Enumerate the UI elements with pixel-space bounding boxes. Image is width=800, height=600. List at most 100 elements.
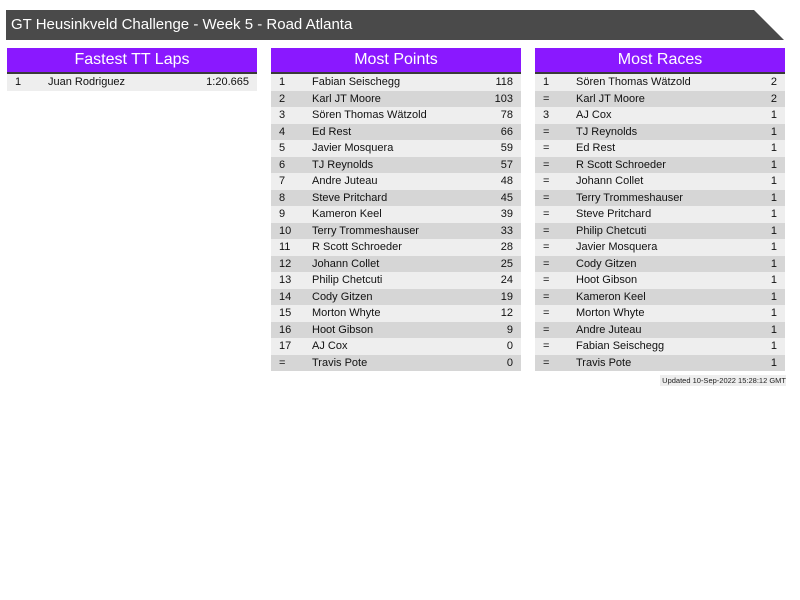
driver-name-cell: Steve Pritchard — [576, 208, 652, 220]
rank-cell: 11 — [279, 241, 291, 253]
driver-name-cell: Fabian Seischegg — [312, 76, 401, 88]
driver-name-cell: Fabian Seischegg — [576, 340, 665, 352]
leaderboard-table: 1 Juan Rodriguez 1:20.665 — [7, 74, 257, 91]
table-row: = Cody Gitzen 1 — [535, 255, 785, 272]
table-row: 15 Morton Whyte 12 — [271, 305, 521, 322]
value-cell: 39 — [500, 208, 513, 220]
table-row: 9 Kameron Keel 39 — [271, 206, 521, 223]
table-row: = Johann Collet 1 — [535, 173, 785, 190]
most-races-panel: Most Races 1 Sören Thomas Wätzold 2 = Karl J… — [535, 48, 785, 371]
driver-name-cell: Philip Chetcuti — [312, 274, 383, 286]
driver-name-cell: Morton Whyte — [312, 307, 381, 319]
value-cell: 1 — [770, 208, 777, 220]
rank-cell: = — [543, 224, 550, 237]
driver-name-cell: AJ Cox — [312, 340, 348, 352]
driver-name-cell: Steve Pritchard — [312, 191, 388, 204]
table-row: 3 Sören Thomas Wätzold 78 — [271, 107, 521, 124]
driver-name-cell: Philip Chetcuti — [576, 224, 647, 237]
rank-cell: 7 — [279, 175, 286, 187]
value-cell: 9 — [506, 323, 513, 336]
rank-cell: 14 — [279, 290, 292, 303]
table-row: 6 TJ Reynolds 57 — [271, 156, 521, 173]
value-cell: 1 — [770, 290, 777, 303]
value-cell: 1 — [770, 340, 777, 352]
driver-name-cell: Juan Rodriguez — [48, 76, 126, 88]
table-row: 4 Ed Rest 66 — [271, 123, 521, 140]
rank-cell: = — [543, 307, 550, 319]
table-row: 12 Johann Collet 25 — [271, 255, 521, 272]
table-row: 1 Sören Thomas Wätzold 2 — [535, 74, 785, 91]
value-cell: 57 — [500, 158, 513, 171]
table-row: = TJ Reynolds 1 — [535, 123, 785, 140]
table-row: 11 R Scott Schroeder 28 — [271, 239, 521, 256]
updated-timestamp: Updated 10-Sep-2022 15:28:12 GMT — [660, 375, 786, 386]
value-cell: 19 — [500, 290, 513, 303]
driver-name-cell: TJ Reynolds — [312, 158, 374, 171]
value-cell: 48 — [500, 175, 513, 187]
value-cell: 1 — [770, 158, 777, 171]
rank-cell: 3 — [543, 109, 550, 121]
driver-name-cell: Sören Thomas Wätzold — [576, 76, 691, 88]
driver-name-cell: Terry Trommeshauser — [312, 224, 419, 237]
table-row: = Javier Mosquera 1 — [535, 239, 785, 256]
rank-cell: 8 — [279, 191, 286, 204]
panel-title: Most Races — [535, 48, 785, 74]
driver-name-cell: Morton Whyte — [576, 307, 645, 319]
value-cell: 118 — [495, 76, 513, 88]
value-cell: 1 — [770, 142, 777, 154]
driver-name-cell: Javier Mosquera — [576, 241, 658, 253]
rank-cell: = — [543, 158, 550, 171]
rank-cell: 16 — [279, 323, 292, 336]
rank-cell: = — [543, 323, 550, 336]
page-header: GT Heusinkveld Challenge - Week 5 - Road… — [6, 10, 784, 40]
value-cell: 1 — [770, 323, 777, 336]
driver-name-cell: Travis Pote — [312, 356, 368, 369]
table-row: = Travis Pote 0 — [271, 354, 521, 371]
table-row: 13 Philip Chetcuti 24 — [271, 272, 521, 289]
driver-name-cell: R Scott Schroeder — [576, 158, 666, 171]
value-cell: 28 — [500, 241, 513, 253]
driver-name-cell: Cody Gitzen — [576, 257, 637, 270]
value-cell: 45 — [500, 191, 513, 204]
rank-cell: = — [543, 142, 550, 154]
rank-cell: 3 — [279, 109, 286, 121]
value-cell: 2 — [770, 76, 777, 88]
value-cell: 103 — [494, 92, 513, 105]
value-cell: 2 — [770, 92, 777, 105]
driver-name-cell: Johann Collet — [312, 257, 380, 270]
driver-name-cell: Ed Rest — [576, 142, 616, 154]
table-row: = Fabian Seischegg 1 — [535, 338, 785, 355]
rank-cell: = — [543, 257, 550, 270]
table-row: 1 Fabian Seischegg 118 — [271, 74, 521, 91]
driver-name-cell: Johann Collet — [576, 175, 644, 187]
rank-cell: 1 — [543, 76, 550, 88]
value-cell: 1 — [770, 274, 777, 286]
rank-cell: 13 — [279, 274, 292, 286]
driver-name-cell: Ed Rest — [312, 125, 352, 138]
rank-cell: 12 — [279, 257, 292, 270]
panel-title: Fastest TT Laps — [7, 48, 257, 74]
driver-name-cell: Travis Pote — [576, 356, 632, 369]
rank-cell: 6 — [279, 158, 286, 171]
value-cell: 1 — [770, 241, 777, 253]
table-row: = Travis Pote 1 — [535, 354, 785, 371]
table-row: = Philip Chetcuti 1 — [535, 222, 785, 239]
rank-cell: 15 — [279, 307, 292, 319]
rank-cell: 1 — [279, 76, 286, 88]
table-row: 5 Javier Mosquera 59 — [271, 140, 521, 157]
value-cell: 0 — [506, 340, 513, 352]
rank-cell: = — [543, 290, 550, 303]
panel-title: Most Points — [271, 48, 521, 74]
table-row: 1 Juan Rodriguez 1:20.665 — [7, 74, 257, 91]
table-row: = Kameron Keel 1 — [535, 288, 785, 305]
rank-cell: = — [543, 356, 550, 369]
table-row: = Hoot Gibson 1 — [535, 272, 785, 289]
driver-name-cell: Hoot Gibson — [576, 274, 638, 286]
rank-cell: = — [279, 356, 286, 369]
leaderboard-table: 1 Fabian Seischegg 118 2 Karl JT Moore 103 3 Sö… — [271, 74, 521, 371]
table-row: = Steve Pritchard 1 — [535, 206, 785, 223]
rank-cell: = — [543, 92, 550, 105]
value-cell: 78 — [500, 109, 513, 121]
value-cell: 1 — [770, 109, 777, 121]
rank-cell: = — [543, 208, 550, 220]
